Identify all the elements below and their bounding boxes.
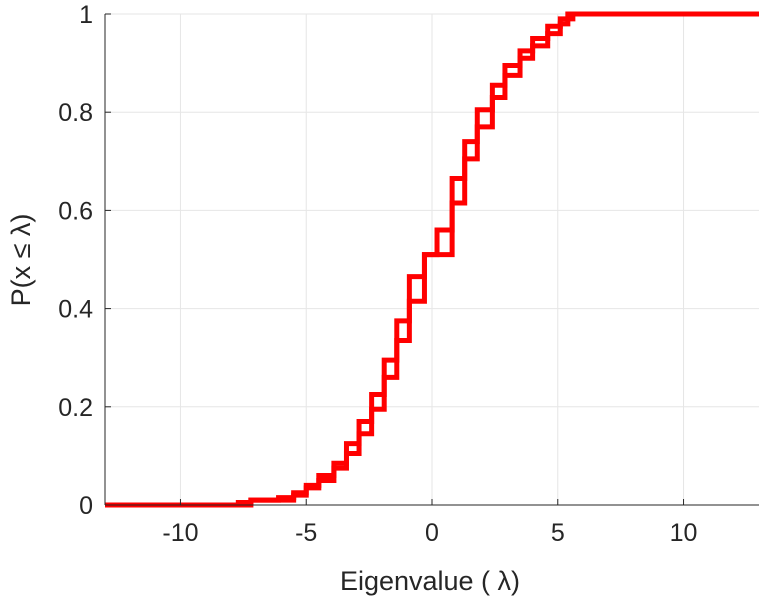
y-axis-label: P(x ≤ λ) <box>6 214 36 307</box>
x-tick-label: -10 <box>162 519 198 547</box>
cdf-series-2 <box>105 11 759 508</box>
x-tick-label: 5 <box>551 519 565 547</box>
y-tick-label: 0.4 <box>58 296 93 324</box>
y-tick-label: 0.6 <box>58 197 93 225</box>
grid <box>105 13 759 506</box>
ticks: -10 -5 0 5 10 0 0.2 0.4 0.6 0.8 1 <box>58 1 697 547</box>
y-tick-label: 0 <box>79 492 93 520</box>
x-tick-label: -5 <box>295 519 317 547</box>
series-group <box>105 11 759 508</box>
x-axis-label: Eigenvalue ( λ) <box>340 566 520 596</box>
y-tick-label: 1 <box>79 1 93 29</box>
x-tick-label: 10 <box>670 519 698 547</box>
y-tick-label: 0.2 <box>58 394 93 422</box>
x-tick-label: 0 <box>425 519 439 547</box>
y-tick-label: 0.8 <box>58 99 93 127</box>
